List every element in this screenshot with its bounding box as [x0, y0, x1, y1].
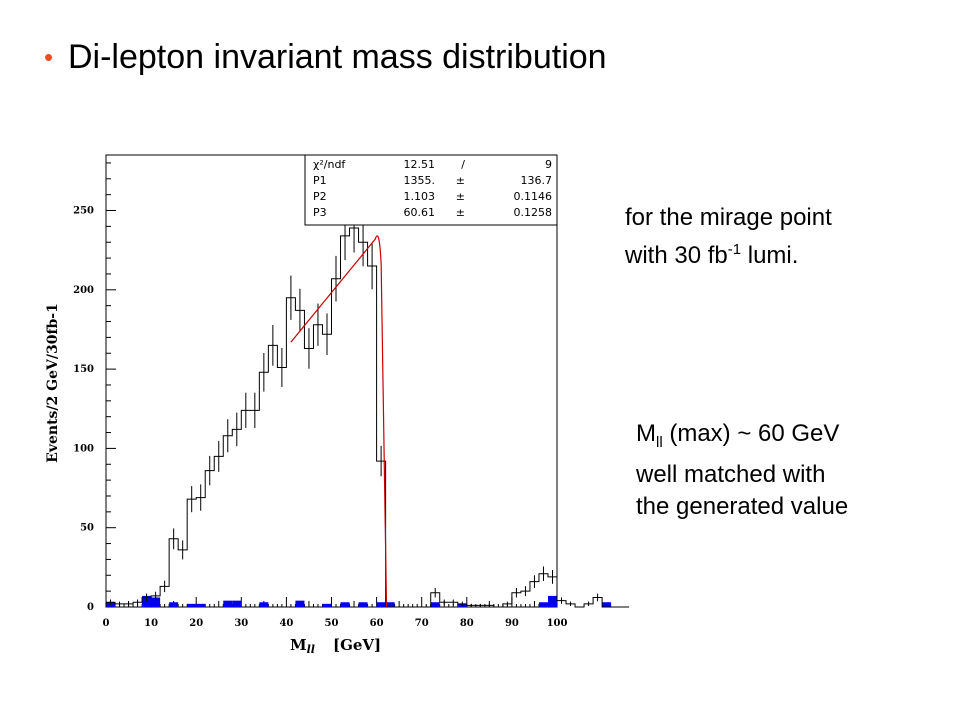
x-tick-label: 0: [103, 618, 110, 629]
stats-cell: 60.61: [404, 206, 436, 219]
stats-cell: χ²/ndf: [313, 158, 346, 171]
note-mll-max: Mll (max) ~ 60 GeV well matched with the…: [636, 418, 848, 523]
stats-cell: 0.1146: [514, 190, 553, 203]
x-tick-label: 30: [234, 618, 248, 629]
error-bars: [110, 203, 599, 607]
background-bar: [196, 603, 206, 607]
background-bar: [358, 602, 368, 607]
note-mirage-point: for the mirage point with 30 fb-1 lumi.: [625, 202, 832, 272]
x-tick-label: 20: [189, 618, 203, 629]
background-histogram: [106, 595, 612, 607]
stats-cell: ±: [456, 174, 465, 187]
fit-curve-layer: [290, 235, 388, 608]
stats-cell: P3: [313, 206, 327, 219]
stats-cell: ±: [456, 190, 465, 203]
background-bar: [340, 602, 350, 607]
background-bar: [223, 600, 233, 607]
axis-labels: Mll [GeV] Events/2 GeV/30fb-1: [45, 303, 381, 656]
background-bar: [385, 602, 395, 607]
signal-histogram: [105, 227, 630, 608]
y-tick-label: 50: [80, 523, 94, 534]
histogram-outline: [105, 227, 630, 608]
title-bullet: •: [44, 42, 54, 72]
stats-cell: 12.51: [404, 158, 436, 171]
stats-cell: 0.1258: [514, 206, 553, 219]
stats-cell: 136.7: [521, 174, 553, 187]
background-bar: [322, 603, 332, 607]
stats-frame: [304, 154, 558, 226]
x-tick-label: 90: [505, 618, 519, 629]
background-bar: [232, 600, 242, 607]
y-axis-label: Events/2 GeV/30fb-1: [45, 303, 61, 463]
background-bar: [151, 597, 161, 607]
background-bar: [295, 600, 305, 607]
stats-box: χ²/ndf 12.51 / 9 P1 1355. ±136.7 P2 1.103 ±0.1146…: [304, 154, 558, 226]
x-tick-label: 100: [547, 618, 568, 629]
note2-line2: well matched with: [636, 460, 826, 488]
background-bar: [259, 602, 269, 607]
background-bar: [376, 602, 386, 607]
stats-cell: 9: [545, 158, 552, 171]
stats-cell: 1355.: [404, 174, 436, 187]
background-bar: [547, 595, 557, 607]
stats-cell: P1: [313, 174, 327, 187]
x-tick-label: 60: [370, 618, 384, 629]
slide-title: Di-lepton invariant mass distribution: [68, 38, 607, 76]
background-bar: [538, 602, 548, 607]
note1-line2: with 30 fb-1 lumi.: [625, 241, 799, 269]
y-tick-label: 150: [73, 364, 94, 375]
x-tick-label: 40: [279, 618, 293, 629]
note2-line1: Mll (max) ~ 60 GeV: [636, 420, 840, 451]
x-tick-label: 10: [144, 618, 158, 629]
stats-cell: /: [461, 158, 465, 171]
background-bar: [187, 603, 197, 607]
y-tick-label: 200: [73, 285, 94, 296]
fit-curve: [290, 235, 388, 608]
y-tick-label: 100: [73, 443, 94, 454]
y-tick-label: 0: [87, 602, 94, 613]
stats-cell: 1.103: [404, 190, 436, 203]
note2-line3: the generated value: [636, 492, 849, 520]
background-bar: [142, 595, 152, 607]
stats-cell: ±: [456, 206, 465, 219]
x-tick-label: 70: [415, 618, 429, 629]
background-bar: [169, 602, 179, 607]
background-bar: [430, 602, 440, 607]
y-tick-label: 250: [73, 206, 94, 217]
note1-line1: for the mirage point: [625, 204, 832, 231]
x-tick-label: 80: [460, 618, 474, 629]
stats-cell: P2: [313, 190, 327, 203]
axes: 0 10 20 30 40 50 60 70 80 90 100 0 50 100 150 200 250: [73, 154, 568, 629]
background-bar: [602, 602, 612, 607]
x-tick-label: 50: [325, 618, 339, 629]
x-axis-label: Mll [GeV]: [290, 636, 381, 656]
